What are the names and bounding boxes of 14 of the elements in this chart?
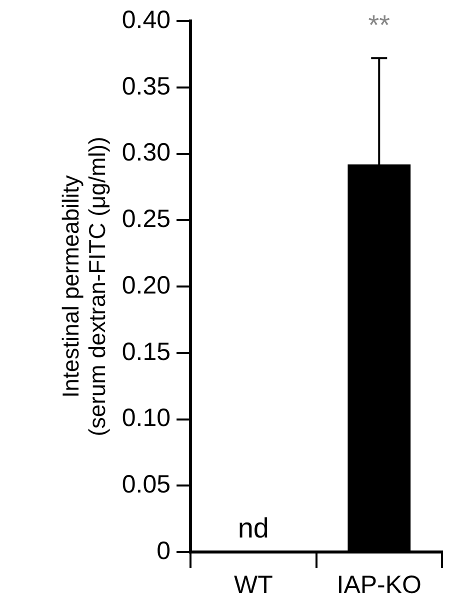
y-tick-label: 0.35 [122,72,171,100]
y-axis-title: Intestinal permeability (serum dextran-FITC (μg/ml)) [58,136,110,436]
y-tick-label: 0.05 [122,470,171,499]
x-tick-label: WT [234,570,273,599]
y-tick-label: 0.10 [122,404,171,432]
y-tick-label: 0.15 [122,338,171,366]
y-tick-label: 0.20 [122,271,171,300]
y-tick-label: 0.30 [122,138,171,167]
text: nd [238,512,269,544]
y-tick-label: 0.40 [122,6,171,34]
annotation: ** [368,10,390,41]
x-tick-label: IAP-KO [336,570,422,599]
y-tick-label: 0 [156,536,171,565]
y-tick-label: 0.25 [122,205,171,234]
